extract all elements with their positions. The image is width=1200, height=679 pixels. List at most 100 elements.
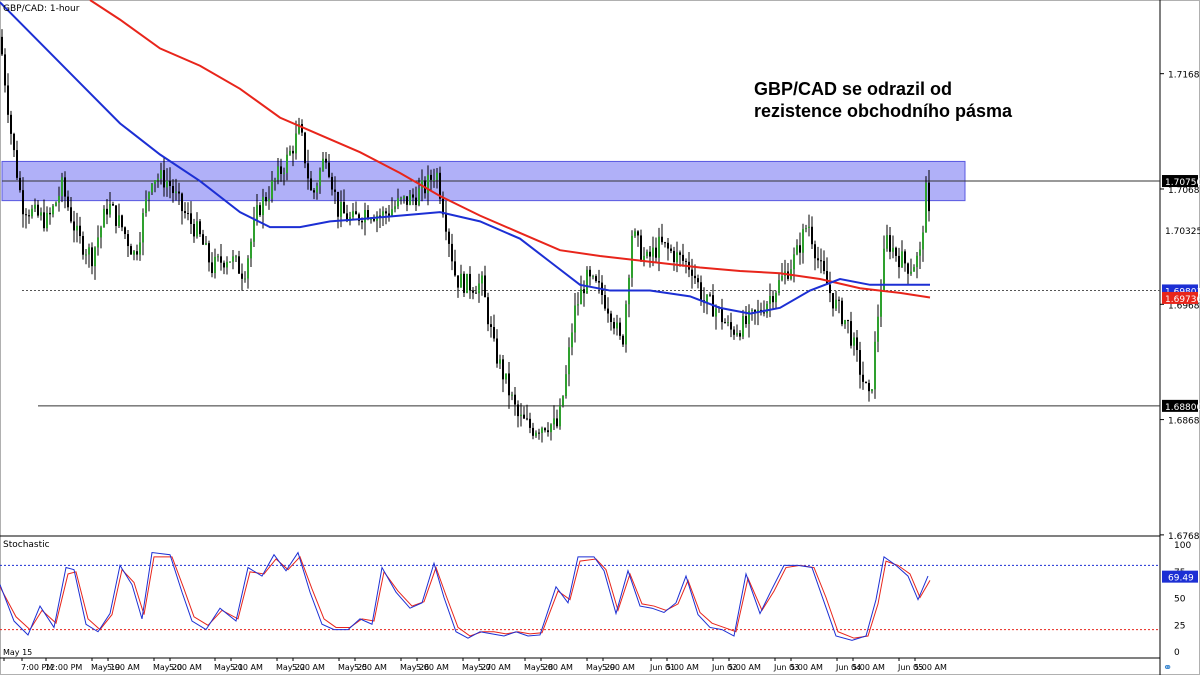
candle-body [442,198,444,215]
candle-body [229,261,231,263]
candle-body [205,243,207,245]
candle-body [466,273,468,293]
candle-body [709,294,711,296]
x-tick-label: 5:00 AM [914,663,947,672]
candle-body [133,251,135,255]
candle-body [550,424,552,433]
candle-body [793,254,795,270]
candle-body [217,256,219,258]
candle-body [619,322,621,336]
candle-body [250,241,252,259]
price-label-box [1162,224,1198,237]
stochastic-current-box [1162,570,1198,583]
candle-body [79,225,81,237]
candle-body [448,231,450,244]
candle-body [73,221,75,231]
candle-body [16,150,18,178]
candle-body [859,350,861,375]
candle-body [853,337,855,346]
candle-body [544,428,546,431]
candle-body [490,324,492,327]
candle-body [856,337,858,351]
ma-red-line [89,0,931,299]
candle-body [604,294,606,309]
candle-body [643,255,645,261]
candle-body [451,243,453,262]
candle-body [589,269,591,277]
candle-body [331,176,333,190]
candle-body [739,333,741,337]
candle-body [832,293,834,309]
candle-body [700,282,702,301]
candle-body [100,227,102,238]
candle-body [106,208,108,215]
candle-body [631,235,633,278]
candle-body [382,211,384,216]
candle-body [157,178,159,181]
x-tick-label: May 29 [586,663,615,672]
candle-body [166,180,168,188]
price-label-box [1162,399,1198,412]
candle-body [64,177,66,197]
x-tick-label: 5:00 AM [107,663,140,672]
candle-body [862,374,864,382]
candle-body [385,211,387,214]
candle-body [547,430,549,433]
candle-body [520,414,522,417]
stochastic-y-tick: 25 [1174,621,1185,631]
candle-body [925,182,927,233]
candle-body [502,359,504,380]
candle-body [247,258,249,279]
candle-body [148,192,150,200]
x-tick-label: Jun 05 [897,663,923,672]
candle-body [34,204,36,209]
candle-body [835,299,837,309]
candle-body [310,178,312,191]
candle-body [877,316,879,342]
candle-body [244,278,246,280]
candle-body [850,321,852,346]
candle-body [778,280,780,293]
x-tick-label: 5:00 AM [478,663,511,672]
candle-body [226,261,228,268]
candle-body [289,150,291,155]
candle-body [319,170,321,186]
x-tick-label: May 19 [91,663,120,672]
candle-body [220,256,222,263]
candle-body [421,180,423,189]
price-label: 1.70325 [1165,227,1200,237]
candle-body [637,231,639,236]
candle-body [295,133,297,154]
candle-body [313,190,315,193]
candle-body [595,276,597,282]
candle-body [181,193,183,212]
candle-body [265,196,267,202]
candle-body [139,242,141,255]
x-tick-label: 5:00 AM [540,663,573,672]
candle-body [19,177,21,191]
candle-body [184,211,186,214]
candle-body [583,289,585,294]
candle-body [514,394,516,405]
candle-body [901,251,903,268]
candle-body [346,213,348,222]
annotation-line-1: GBP/CAD se odrazil od [754,79,953,99]
candle-body [889,235,891,252]
candle-body [460,273,462,288]
candle-body [25,214,27,216]
candle-body [88,247,90,255]
x-tick-label: 5:00 AM [790,663,823,672]
candle-body [193,223,195,237]
candle-body [175,191,177,194]
candle-body [610,313,612,323]
candle-body [379,215,381,217]
candle-body [661,236,663,243]
candle-body [334,189,336,192]
candle-body [574,305,576,333]
candle-body [136,251,138,255]
candle-body [676,252,678,262]
candle-body [694,275,696,279]
candle-body [847,320,849,322]
candle-body [763,312,765,314]
